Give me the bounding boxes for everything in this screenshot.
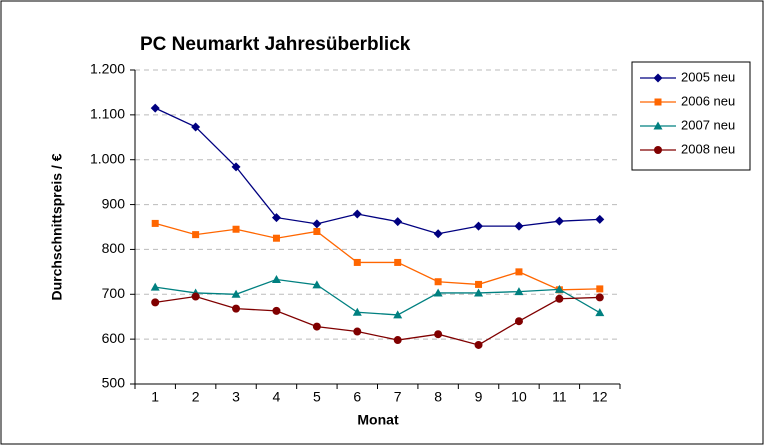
marker (150, 282, 160, 291)
marker (654, 146, 662, 154)
series-line (155, 222, 600, 291)
marker (231, 162, 241, 172)
marker (393, 310, 403, 319)
marker (271, 274, 281, 283)
x-tick-label: 10 (511, 389, 527, 405)
x-axis-label: Monat (357, 412, 399, 428)
y-tick-label: 1.200 (90, 61, 125, 77)
legend-label: 2005 neu (681, 69, 735, 84)
marker (393, 217, 403, 227)
x-tick-label: 5 (313, 389, 321, 405)
x-tick-label: 4 (273, 389, 281, 405)
marker (352, 209, 362, 219)
marker (434, 330, 443, 339)
y-tick-label: 900 (102, 195, 126, 211)
marker (232, 304, 241, 313)
marker (272, 234, 280, 242)
marker (353, 327, 362, 336)
marker (312, 322, 321, 331)
marker (514, 287, 524, 296)
marker (151, 219, 159, 227)
marker (312, 280, 322, 289)
marker (596, 285, 604, 293)
marker (151, 298, 160, 307)
marker (393, 336, 402, 345)
y-tick-label: 600 (102, 330, 126, 346)
legend-label: 2008 neu (681, 141, 735, 156)
marker (514, 221, 524, 231)
marker (272, 306, 281, 315)
x-tick-label: 2 (192, 389, 200, 405)
marker (595, 308, 605, 317)
series-line (155, 278, 601, 316)
marker (434, 278, 442, 286)
x-tick-label: 3 (232, 389, 240, 405)
marker (271, 213, 281, 223)
marker (192, 231, 200, 239)
chart-title: PC Neumarkt Jahresüberblick (140, 34, 411, 55)
marker (232, 225, 240, 233)
legend-label: 2007 neu (681, 117, 735, 132)
marker (514, 317, 523, 326)
y-tick-label: 800 (102, 240, 126, 256)
y-tick-label: 1.100 (90, 106, 125, 122)
marker (433, 288, 443, 297)
x-tick-label: 11 (552, 389, 567, 405)
marker (654, 98, 662, 106)
marker (313, 227, 321, 235)
marker (394, 258, 402, 266)
marker (554, 284, 564, 293)
marker (555, 294, 564, 303)
marker (653, 121, 663, 130)
marker (475, 280, 483, 288)
marker (352, 307, 362, 316)
y-axis-label: Durchschnittspreis / € (49, 153, 65, 300)
marker (595, 293, 604, 302)
x-tick-label: 9 (475, 389, 483, 405)
marker (191, 122, 201, 132)
marker (554, 216, 564, 226)
marker (515, 268, 523, 276)
marker (353, 258, 361, 266)
y-tick-label: 1.000 (90, 150, 125, 166)
marker (474, 221, 484, 231)
x-tick-label: 1 (151, 389, 159, 405)
marker (191, 292, 200, 301)
legend-label: 2006 neu (681, 93, 735, 108)
y-tick-label: 700 (102, 285, 126, 301)
marker (595, 214, 605, 224)
marker (150, 103, 160, 113)
marker (474, 340, 483, 349)
x-tick-label: 12 (592, 389, 608, 405)
legend-box (631, 61, 751, 171)
marker (474, 288, 484, 297)
marker (433, 229, 443, 239)
marker (653, 73, 663, 83)
series-line (155, 295, 600, 346)
marker (231, 289, 241, 298)
x-tick-label: 6 (353, 389, 361, 405)
x-tick-label: 7 (394, 389, 402, 405)
y-tick-label: 500 (102, 375, 126, 391)
x-tick-label: 8 (434, 389, 442, 405)
series-line (154, 107, 600, 235)
marker (312, 219, 322, 229)
